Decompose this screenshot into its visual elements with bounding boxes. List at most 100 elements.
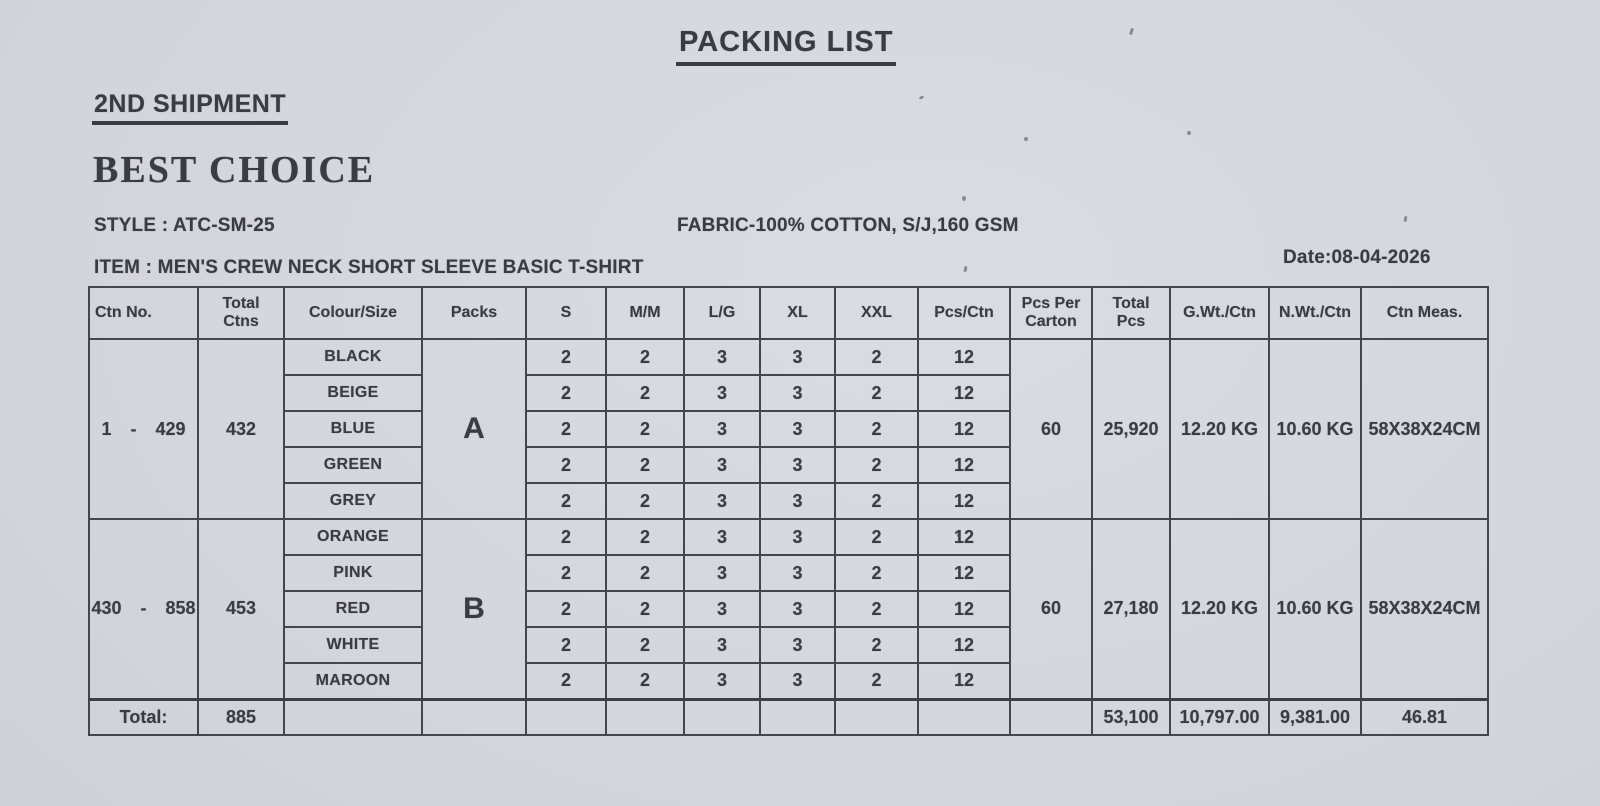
empty-cell — [834, 697, 919, 736]
size-l-cell: 3 — [683, 482, 761, 520]
size-s-cell: 2 — [525, 410, 607, 448]
net-weight-total-cell: 9,381.00 — [1268, 697, 1362, 736]
size-xl-cell: 3 — [759, 554, 836, 592]
table-row: BEIGE 2 2 3 3 2 12 — [89, 374, 1488, 412]
size-m-cell: 2 — [605, 338, 685, 376]
size-xxl-cell: 2 — [834, 554, 919, 592]
colour-cell: ORANGE — [283, 518, 423, 556]
col-header-total-pcs: Total Pcs — [1091, 286, 1171, 340]
size-xxl-cell: 2 — [834, 518, 919, 556]
col-header-lg: L/G — [683, 286, 761, 340]
empty-cell — [421, 697, 527, 736]
colour-cell: GREEN — [283, 446, 423, 484]
pcs-ctn-cell: 12 — [917, 662, 1011, 700]
pcs-per-carton-cell: 60 — [1009, 518, 1093, 700]
item-line: ITEM : MEN'S CREW NECK SHORT SLEEVE BASI… — [94, 257, 644, 278]
colour-cell: BEIGE — [283, 374, 423, 412]
size-xl-cell: 3 — [759, 446, 836, 484]
pcs-ctn-cell: 12 — [917, 482, 1011, 520]
table-row: GREY 2 2 3 3 2 12 — [89, 482, 1488, 520]
total-label-cell: Total: — [88, 697, 199, 736]
size-xxl-cell: 2 — [834, 410, 919, 448]
col-header-xl: XL — [759, 286, 836, 340]
col-header-gwt-ctn: G.Wt./Ctn — [1169, 286, 1270, 340]
size-l-cell: 3 — [683, 518, 761, 556]
pcs-ctn-cell: 12 — [917, 590, 1011, 628]
shipment-heading: 2ND SHIPMENT — [92, 90, 289, 125]
total-ctns-cell: 453 — [197, 518, 285, 700]
total-pcs-total-cell: 53,100 — [1091, 697, 1171, 736]
colour-cell: RED — [283, 590, 423, 628]
size-xl-cell: 3 — [759, 626, 836, 664]
ctn-meas-cell: 58X38X24CM — [1360, 518, 1489, 700]
col-header-colour-size: Colour/Size — [283, 286, 423, 340]
scan-speck — [1187, 131, 1191, 135]
size-m-cell: 2 — [605, 446, 685, 484]
size-m-cell: 2 — [605, 590, 685, 628]
size-xxl-cell: 2 — [834, 374, 919, 412]
size-l-cell: 3 — [683, 554, 761, 592]
col-header-packs: Packs — [421, 286, 527, 340]
scan-speck — [963, 265, 968, 273]
net-weight-cell: 10.60 KG — [1268, 518, 1362, 700]
pcs-ctn-cell: 12 — [917, 410, 1011, 448]
size-l-cell: 3 — [683, 446, 761, 484]
total-row: Total: 885 53,100 10,797.00 9,381.00 46.… — [88, 697, 1489, 736]
size-m-cell: 2 — [605, 626, 685, 664]
size-xxl-cell: 2 — [834, 446, 919, 484]
table-row: 430 - 858 453 ORANGE B 2 2 3 3 2 12 60 2… — [88, 518, 1489, 700]
table-row: PINK 2 2 3 3 2 12 — [89, 554, 1488, 592]
table-row: BLUE 2 2 3 3 2 12 — [89, 410, 1488, 448]
pcs-ctn-cell: 12 — [917, 338, 1011, 376]
size-s-cell: 2 — [525, 518, 607, 556]
scan-speck — [1024, 137, 1028, 141]
colour-cell: MAROON — [283, 662, 423, 700]
table-row: RED 2 2 3 3 2 12 — [89, 590, 1488, 628]
size-xxl-cell: 2 — [834, 662, 919, 700]
col-header-s: S — [525, 286, 607, 340]
empty-cell — [683, 697, 761, 736]
size-l-cell: 3 — [683, 626, 761, 664]
pcs-ctn-cell: 12 — [917, 626, 1011, 664]
pcs-ctn-cell: 12 — [917, 554, 1011, 592]
ctn-range-cell: 430 - 858 — [88, 518, 199, 700]
empty-cell — [759, 697, 836, 736]
size-l-cell: 3 — [683, 338, 761, 376]
size-m-cell: 2 — [605, 482, 685, 520]
size-l-cell: 3 — [683, 410, 761, 448]
table-row: MAROON 2 2 3 3 2 12 — [89, 662, 1488, 700]
size-xl-cell: 3 — [759, 374, 836, 412]
size-s-cell: 2 — [525, 482, 607, 520]
size-m-cell: 2 — [605, 662, 685, 700]
pcs-per-carton-cell: 60 — [1009, 338, 1093, 520]
col-header-mm: M/M — [605, 286, 685, 340]
colour-cell: WHITE — [283, 626, 423, 664]
empty-cell — [917, 697, 1011, 736]
gross-weight-total-cell: 10,797.00 — [1169, 697, 1270, 736]
pcs-ctn-cell: 12 — [917, 518, 1011, 556]
size-s-cell: 2 — [525, 446, 607, 484]
ctn-meas-total-cell: 46.81 — [1360, 697, 1489, 736]
size-xl-cell: 3 — [759, 518, 836, 556]
fabric-line: FABRIC-100% COTTON, S/J,160 GSM — [677, 215, 1019, 236]
col-header-xxl: XXL — [834, 286, 919, 340]
company-name: BEST CHOICE — [93, 149, 376, 191]
size-xxl-cell: 2 — [834, 338, 919, 376]
scan-speck — [918, 94, 925, 101]
style-line: STYLE : ATC-SM-25 — [94, 215, 275, 236]
col-header-nwt-ctn: N.Wt./Ctn — [1268, 286, 1362, 340]
size-s-cell: 2 — [525, 590, 607, 628]
size-s-cell: 2 — [525, 626, 607, 664]
size-xxl-cell: 2 — [834, 590, 919, 628]
size-m-cell: 2 — [605, 410, 685, 448]
size-l-cell: 3 — [683, 374, 761, 412]
size-xxl-cell: 2 — [834, 626, 919, 664]
date-line: Date:08-04-2026 — [1283, 247, 1431, 268]
colour-cell: BLACK — [283, 338, 423, 376]
col-header-ctn-meas: Ctn Meas. — [1360, 286, 1489, 340]
colour-cell: PINK — [283, 554, 423, 592]
scan-speck — [1128, 27, 1135, 36]
pcs-ctn-cell: 12 — [917, 446, 1011, 484]
size-s-cell: 2 — [525, 338, 607, 376]
